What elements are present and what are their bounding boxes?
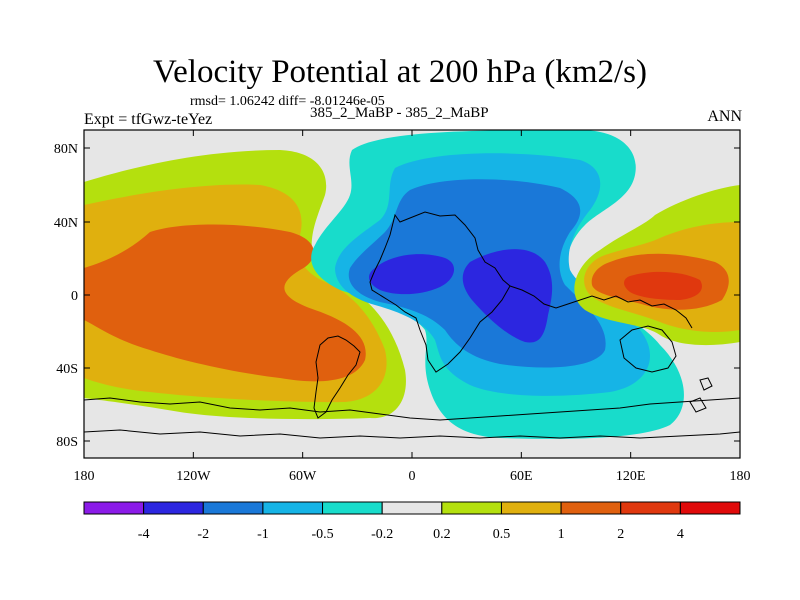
colorbar-label: 4 bbox=[677, 527, 684, 542]
rmsd-diff-stats: rmsd= 1.06242 diff= -8.01246e-05 bbox=[190, 94, 385, 109]
lon-tick-label: 120W bbox=[176, 469, 211, 484]
colorbar-swatch bbox=[322, 501, 383, 515]
lon-tick-label: 60W bbox=[289, 469, 317, 484]
colorbar-swatch bbox=[143, 501, 204, 515]
coast-africa bbox=[369, 211, 511, 373]
lon-tick-label: 180 bbox=[74, 469, 95, 484]
plot-title: Velocity Potential at 200 hPa (km2/s) bbox=[152, 54, 648, 90]
colorbar-swatch bbox=[560, 501, 622, 515]
contour-center-2-east bbox=[462, 249, 553, 343]
colorbar-label: -0.2 bbox=[371, 527, 393, 542]
colorbar-label: -2 bbox=[197, 527, 209, 542]
lat-tick-label: 0 bbox=[71, 289, 78, 304]
case-label: 385_2_MaBP - 385_2_MaBP bbox=[310, 105, 489, 121]
colorbar-label: 0.5 bbox=[493, 527, 511, 542]
contour-west-1 bbox=[84, 224, 366, 382]
axis-ticks bbox=[83, 130, 741, 458]
lon-tick-label: 180 bbox=[730, 469, 751, 484]
colorbar-label: -1 bbox=[257, 527, 269, 542]
lon-tick-label: 60E bbox=[510, 469, 533, 484]
coast-antarctica bbox=[84, 397, 740, 421]
experiment-label: Expt = tfGwz-teYez bbox=[84, 111, 213, 128]
lat-tick-label: 80S bbox=[56, 435, 78, 450]
coast-australia bbox=[619, 325, 677, 373]
axis-tick-labels: 80N 40N 0 40S 80S 180 120W 60W 0 60E 120E 180 bbox=[54, 142, 751, 484]
lat-tick-label: 40S bbox=[56, 362, 78, 377]
contour-east-2 bbox=[624, 271, 702, 300]
colorbar-label: 2 bbox=[617, 527, 624, 542]
colorbar-swatch bbox=[679, 501, 741, 515]
lon-tick-label: 0 bbox=[409, 469, 416, 484]
season-label: ANN bbox=[707, 108, 742, 125]
coast-south-america bbox=[313, 335, 361, 419]
coast-maritime bbox=[579, 295, 693, 329]
colorbar-swatch bbox=[620, 501, 681, 515]
colorbar-label: -4 bbox=[138, 527, 150, 542]
coast-antarctica-edge bbox=[84, 429, 740, 439]
coast-arabia-india bbox=[509, 285, 581, 309]
colorbar-swatch bbox=[202, 501, 264, 515]
colorbar-label: 0.2 bbox=[433, 527, 451, 542]
contour-center-2-west bbox=[368, 254, 455, 295]
colorbar-swatch bbox=[500, 501, 562, 515]
colorbar-label: 1 bbox=[558, 527, 565, 542]
colorbar bbox=[83, 501, 741, 515]
colorbar-swatch bbox=[83, 501, 145, 515]
colorbar-labels: -4 -2 -1 -0.5 -0.2 0.2 0.5 1 2 4 bbox=[138, 527, 684, 542]
contour-fields bbox=[84, 130, 740, 439]
colorbar-label: -0.5 bbox=[311, 527, 333, 542]
coastlines bbox=[84, 211, 740, 439]
coast-islands bbox=[689, 377, 713, 413]
lon-tick-label: 120E bbox=[616, 469, 646, 484]
lat-tick-label: 40N bbox=[54, 216, 78, 231]
lat-tick-label: 80N bbox=[54, 142, 78, 157]
colorbar-swatch bbox=[381, 501, 443, 515]
colorbar-swatch bbox=[262, 501, 324, 515]
colorbar-swatch bbox=[441, 501, 502, 515]
